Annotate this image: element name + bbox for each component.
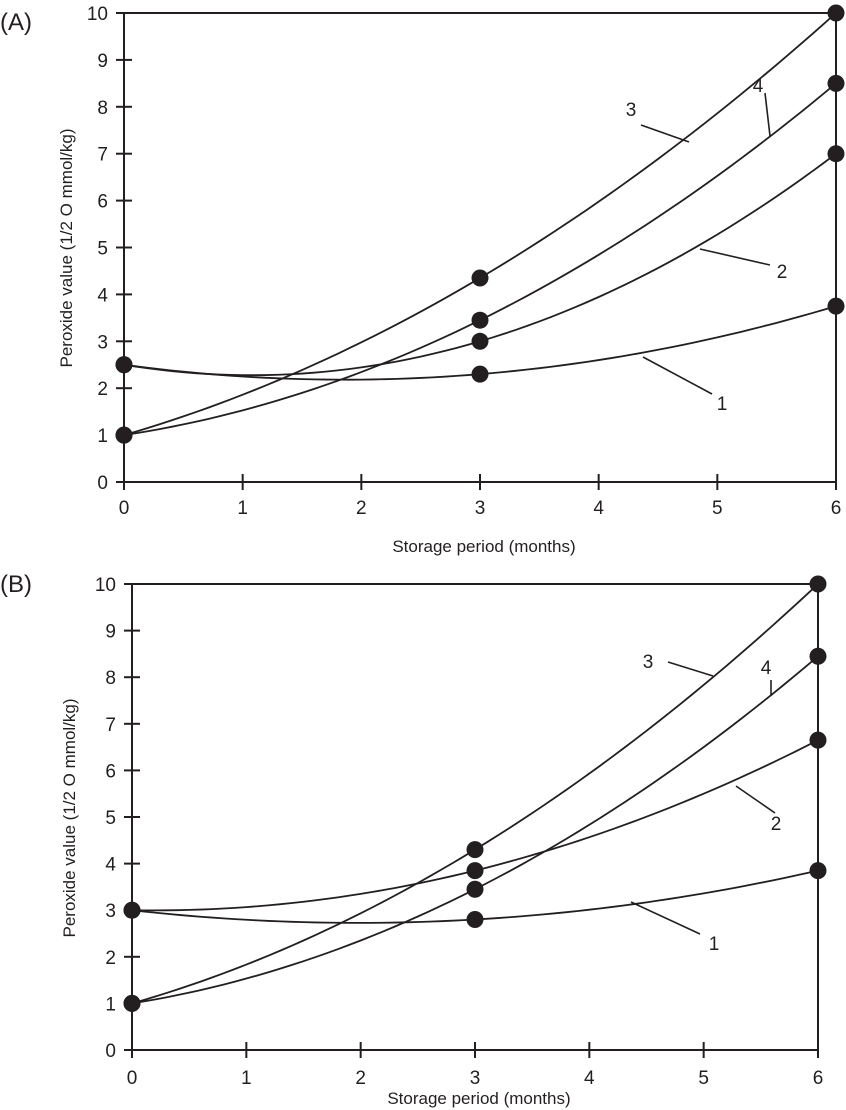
panel-b-y-tick-label: 9 xyxy=(105,622,116,643)
panel-a-y-tick-label: 10 xyxy=(87,4,108,25)
panel-b-series-2-point xyxy=(123,901,141,919)
panel-b-x-tick-label: 5 xyxy=(698,1068,709,1089)
panel-b-series-1-point xyxy=(809,862,827,880)
panel-b-series-4-point xyxy=(809,647,827,665)
panel-a-y-tick-label: 9 xyxy=(97,51,108,72)
panel-b-x-tick-label: 6 xyxy=(813,1068,824,1089)
panel-a-y-tick-label: 1 xyxy=(97,426,108,447)
panel-a-series-2-point xyxy=(827,145,845,163)
panel-a-series-1-label: 1 xyxy=(717,394,728,415)
panel-b-x-tick-label: 4 xyxy=(584,1068,595,1089)
panel-b-y-tick-label: 4 xyxy=(105,855,116,876)
panel-a-y-tick-label: 7 xyxy=(97,145,108,166)
panel-a-series-2-leader xyxy=(699,248,771,266)
panel-a-chart: (A) 0 1 2 3 4 5 6 7 8 9 10 0 1 2 3 4 5 6 Storage period (mo… xyxy=(0,4,845,556)
panel-a-x-tick-label: 1 xyxy=(237,498,248,519)
panel-a-y-tick-label: 8 xyxy=(97,98,108,119)
panel-b-x-axis-title: Storage period (months) xyxy=(387,1089,570,1108)
panel-b-series-2-leader xyxy=(735,785,776,814)
panel-a-series-3-point xyxy=(827,4,845,22)
panel-a-x-tick-label: 0 xyxy=(119,498,130,519)
panel-b-series-1-point xyxy=(466,911,484,929)
panel-b-y-tick-label: 10 xyxy=(95,575,116,596)
panel-b-series-4-point xyxy=(466,880,484,898)
panel-a-y-axis-title: Peroxide value (1/2 O mmol/kg) xyxy=(57,128,76,367)
panel-a-series-1-point xyxy=(471,365,489,383)
panel-b-series-2-label: 2 xyxy=(771,814,782,835)
panel-a-y-tick-label: 0 xyxy=(97,473,108,494)
panel-a-series-1-point xyxy=(827,297,845,315)
panel-a-series-2-point xyxy=(471,332,489,350)
panel-a-series-4-point xyxy=(115,426,133,444)
panel-a-y-tick-label: 4 xyxy=(97,285,108,306)
panel-a-series-3-leader xyxy=(640,124,690,143)
panel-b-x-tick-label: 3 xyxy=(470,1068,481,1089)
panel-a-x-tick-label: 2 xyxy=(356,498,367,519)
panel-a-y-tick-label: 6 xyxy=(97,192,108,213)
panel-b-y-tick-label: 5 xyxy=(105,808,116,829)
panel-b-series-1-leader xyxy=(630,901,701,935)
panel-a-x-axis-title: Storage period (months) xyxy=(392,537,575,556)
panel-a-series-1-leader xyxy=(642,356,713,395)
panel-b-y-tick-label: 6 xyxy=(105,761,116,782)
panel-a-x-tick-label: 6 xyxy=(831,498,842,519)
panel-b-y-tick-label: 3 xyxy=(105,901,116,922)
panel-b-chart: (B) 0 1 2 3 4 5 6 7 8 9 10 0 1 2 3 4 5 6 Storage period (mo… xyxy=(0,571,827,1108)
panel-a-x-tick-label: 3 xyxy=(475,498,486,519)
panel-b-series-3-point xyxy=(466,841,484,859)
panel-b-series-1-label: 1 xyxy=(709,934,720,955)
panel-b-series-3-leader xyxy=(667,661,714,677)
panel-a-label: (A) xyxy=(0,9,32,36)
panel-a-series-4-leader xyxy=(764,92,771,137)
panel-a-series-4-label: 4 xyxy=(753,76,764,97)
panel-a-series-4-point xyxy=(827,74,845,92)
panel-a-series-2-label: 2 xyxy=(777,262,788,283)
panel-a-y-tick-label: 3 xyxy=(97,332,108,353)
panel-b-series-2-point xyxy=(466,862,484,880)
panel-b-series-3-point xyxy=(809,575,827,593)
panel-a-series-3-label: 3 xyxy=(626,100,637,121)
panel-b-series-4-label: 4 xyxy=(761,658,772,679)
panel-b-series-4-point xyxy=(123,994,141,1012)
panel-a-series-2-point xyxy=(115,356,133,374)
panel-b-series-2-point xyxy=(809,731,827,749)
panel-b-label: (B) xyxy=(0,571,32,598)
panel-a-series-3-point xyxy=(471,269,489,287)
panel-b-series-3-label: 3 xyxy=(643,652,654,673)
panel-b-x-tick-label: 1 xyxy=(241,1068,252,1089)
panel-b-x-tick-label: 2 xyxy=(355,1068,366,1089)
panel-a-y-tick-label: 2 xyxy=(97,379,108,400)
panel-a-series-4-point xyxy=(471,311,489,329)
panel-b-x-tick-label: 0 xyxy=(127,1068,138,1089)
panel-b-y-tick-label: 8 xyxy=(105,668,116,689)
panel-a-x-tick-label: 4 xyxy=(593,498,604,519)
panel-b-y-tick-label: 2 xyxy=(105,948,116,969)
panel-a-y-tick-label: 5 xyxy=(97,239,108,260)
panel-b-y-tick-label: 1 xyxy=(105,994,116,1015)
panel-b-y-axis-title: Peroxide value (1/2 O mmol/kg) xyxy=(60,698,79,937)
panel-a-x-tick-label: 5 xyxy=(712,498,723,519)
panel-b-y-tick-label: 0 xyxy=(105,1041,116,1062)
panel-b-y-tick-label: 7 xyxy=(105,715,116,736)
